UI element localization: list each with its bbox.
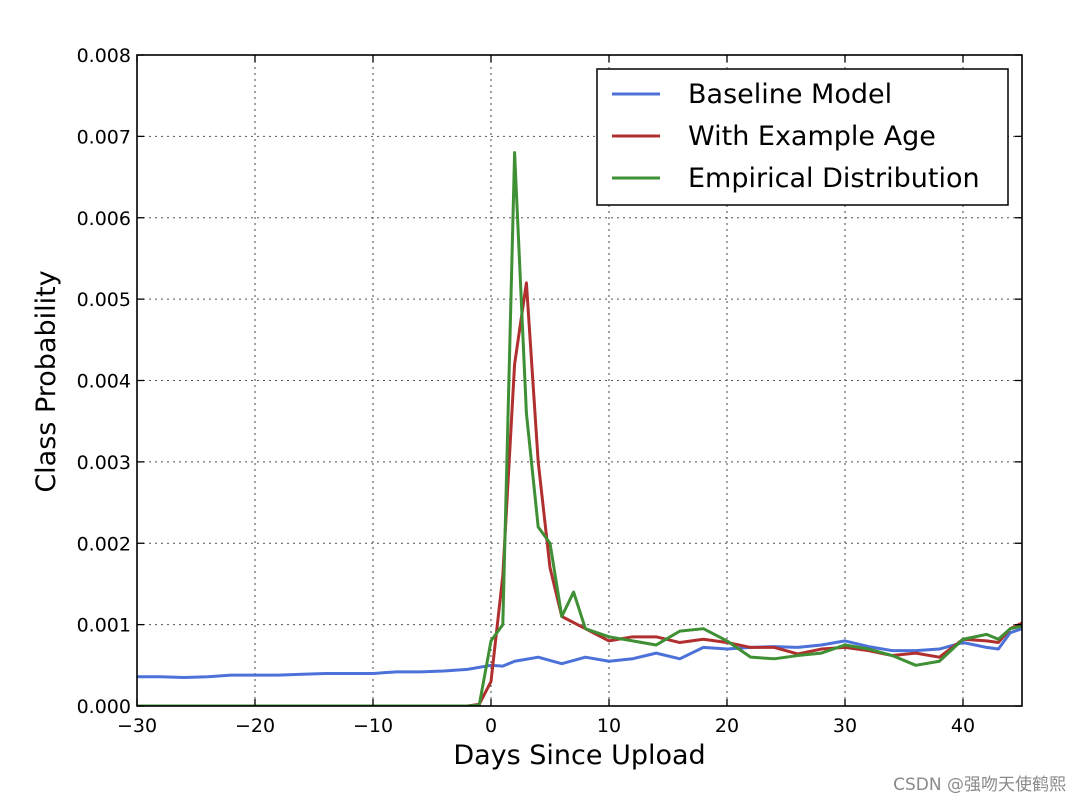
y-tick-label: 0.005: [77, 289, 131, 311]
y-tick-label: 0.000: [77, 696, 131, 718]
x-tick-label: −10: [353, 715, 393, 737]
y-tick-label: 0.004: [77, 371, 131, 393]
legend-label: Empirical Distribution: [688, 163, 980, 194]
series-line-with-example-age: [137, 281, 1022, 706]
y-tick-label: 0.002: [77, 533, 131, 555]
y-tick-label: 0.008: [77, 45, 131, 67]
y-axis-label: Class Probability: [31, 270, 62, 492]
axis-ticks: −30 −20 −10 0 10 20 30 40 0.000 0.001 0.002 0.003 0.…: [77, 45, 1022, 737]
legend: Baseline Model With Example Age Empirical …: [596, 68, 1009, 206]
y-tick-label: 0.006: [77, 208, 131, 230]
watermark-text: CSDN @强吻天使鹤熙: [893, 775, 1066, 795]
series-line-baseline-model: [137, 627, 1022, 680]
x-tick-label: 30: [833, 715, 857, 737]
legend-label: Baseline Model: [688, 79, 892, 110]
y-tick-label: 0.007: [77, 126, 131, 148]
x-tick-label: 20: [715, 715, 739, 737]
plot-lines: [137, 151, 1022, 706]
legend-box: [596, 68, 1009, 206]
x-tick-label: 40: [951, 715, 975, 737]
x-tick-label: −30: [117, 715, 157, 737]
x-tick-label: 10: [597, 715, 621, 737]
x-tick-label: −20: [235, 715, 275, 737]
y-tick-label: 0.003: [77, 452, 131, 474]
x-axis-label: Days Since Upload: [453, 740, 705, 771]
series-line-empirical-distribution: [137, 151, 1022, 706]
legend-label: With Example Age: [688, 121, 936, 152]
x-tick-label: 0: [485, 715, 497, 737]
y-tick-label: 0.001: [77, 615, 131, 637]
